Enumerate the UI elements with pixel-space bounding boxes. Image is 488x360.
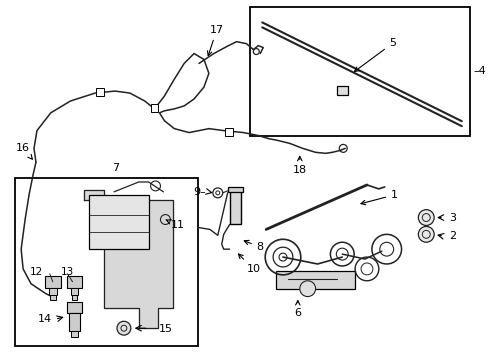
Text: 9–: 9– <box>193 187 205 197</box>
Bar <box>276 271 354 289</box>
Bar <box>66 276 82 288</box>
Text: –4: –4 <box>473 66 486 76</box>
Bar <box>15 178 198 346</box>
Text: 17: 17 <box>207 25 224 56</box>
Text: 18: 18 <box>292 156 306 175</box>
Text: 7: 7 <box>112 163 119 173</box>
Text: 11: 11 <box>165 220 185 230</box>
Bar <box>336 86 348 95</box>
Bar <box>68 314 80 331</box>
Bar <box>70 288 78 294</box>
Text: 13: 13 <box>61 267 74 277</box>
Text: 16: 16 <box>16 143 32 159</box>
Bar <box>71 294 77 300</box>
Bar <box>250 7 469 135</box>
Text: 5: 5 <box>354 38 396 72</box>
Bar <box>150 104 158 112</box>
Bar <box>45 276 61 288</box>
Polygon shape <box>84 190 173 328</box>
Text: 12: 12 <box>30 267 43 277</box>
Circle shape <box>299 281 315 297</box>
Bar <box>89 195 148 249</box>
Bar <box>229 190 241 225</box>
Text: 1: 1 <box>360 190 397 205</box>
Text: 14: 14 <box>38 314 52 324</box>
Text: 15: 15 <box>158 324 172 334</box>
Bar <box>224 128 232 135</box>
Text: 2: 2 <box>448 231 455 241</box>
Bar <box>96 88 104 96</box>
Circle shape <box>418 226 433 242</box>
Text: 6: 6 <box>294 301 301 318</box>
Text: 10: 10 <box>238 254 260 274</box>
Text: 8: 8 <box>244 240 264 252</box>
Circle shape <box>117 321 131 335</box>
Bar <box>50 294 56 300</box>
Bar <box>70 331 78 337</box>
Bar <box>49 288 57 294</box>
Text: 3: 3 <box>448 212 455 222</box>
Bar <box>66 302 82 314</box>
Circle shape <box>418 210 433 225</box>
Bar <box>227 187 243 192</box>
